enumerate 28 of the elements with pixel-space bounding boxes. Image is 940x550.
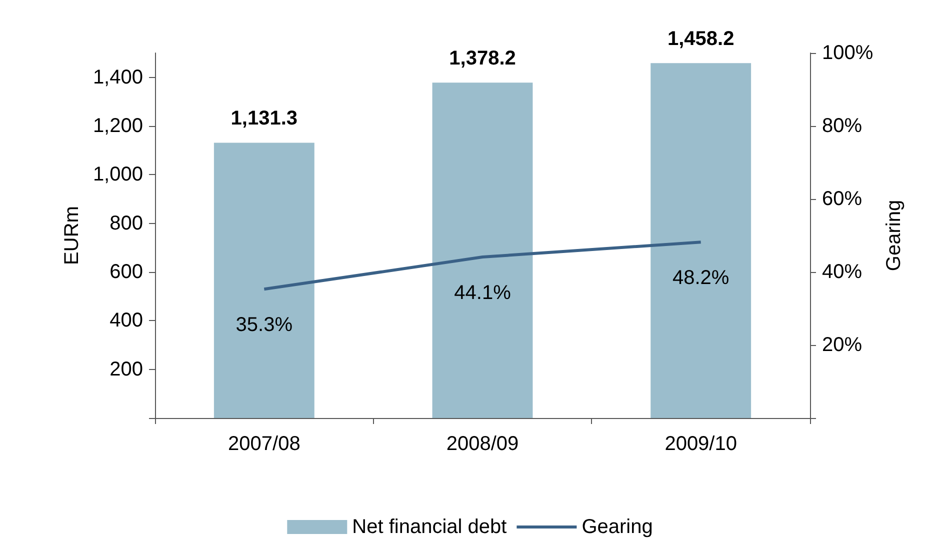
y2-tick-label: 40%	[822, 261, 862, 283]
y-tick-label: 800	[110, 212, 143, 234]
y2-tick-label: 80%	[822, 115, 862, 137]
y2-tick-label: 100%	[822, 42, 874, 64]
x-tick-label: 2009/10	[664, 433, 737, 455]
y-tick-label: 1,000	[92, 164, 143, 186]
y-tick-label: 1,400	[92, 66, 143, 88]
y-axis-title: EURm	[61, 206, 84, 265]
y2-tick-label: 20%	[822, 334, 862, 356]
legend-label: Net financial debt	[352, 516, 508, 538]
x-tick-label: 2007/08	[228, 433, 300, 455]
data-label: 1,378.2	[449, 48, 516, 70]
data-label: 1,458.2	[667, 28, 734, 50]
bar	[432, 82, 533, 418]
bar	[650, 63, 752, 418]
data-label: 48.2%	[672, 267, 730, 290]
y2-axis-title: Gearing	[883, 200, 906, 272]
data-label: 35.3%	[236, 314, 293, 336]
y-tick-label: 1,200	[92, 115, 143, 137]
y-tick-label: 200	[110, 358, 143, 380]
y-tick-label: 600	[110, 261, 143, 283]
data-label: 44.1%	[454, 282, 512, 304]
bar	[214, 142, 314, 418]
x-tick-label: 2008/09	[446, 433, 519, 455]
y-tick-label: 400	[110, 310, 143, 332]
y2-tick-label: 60%	[822, 188, 862, 210]
legend-label: Gearing	[582, 516, 653, 538]
data-label: 1,131.3	[230, 108, 298, 130]
